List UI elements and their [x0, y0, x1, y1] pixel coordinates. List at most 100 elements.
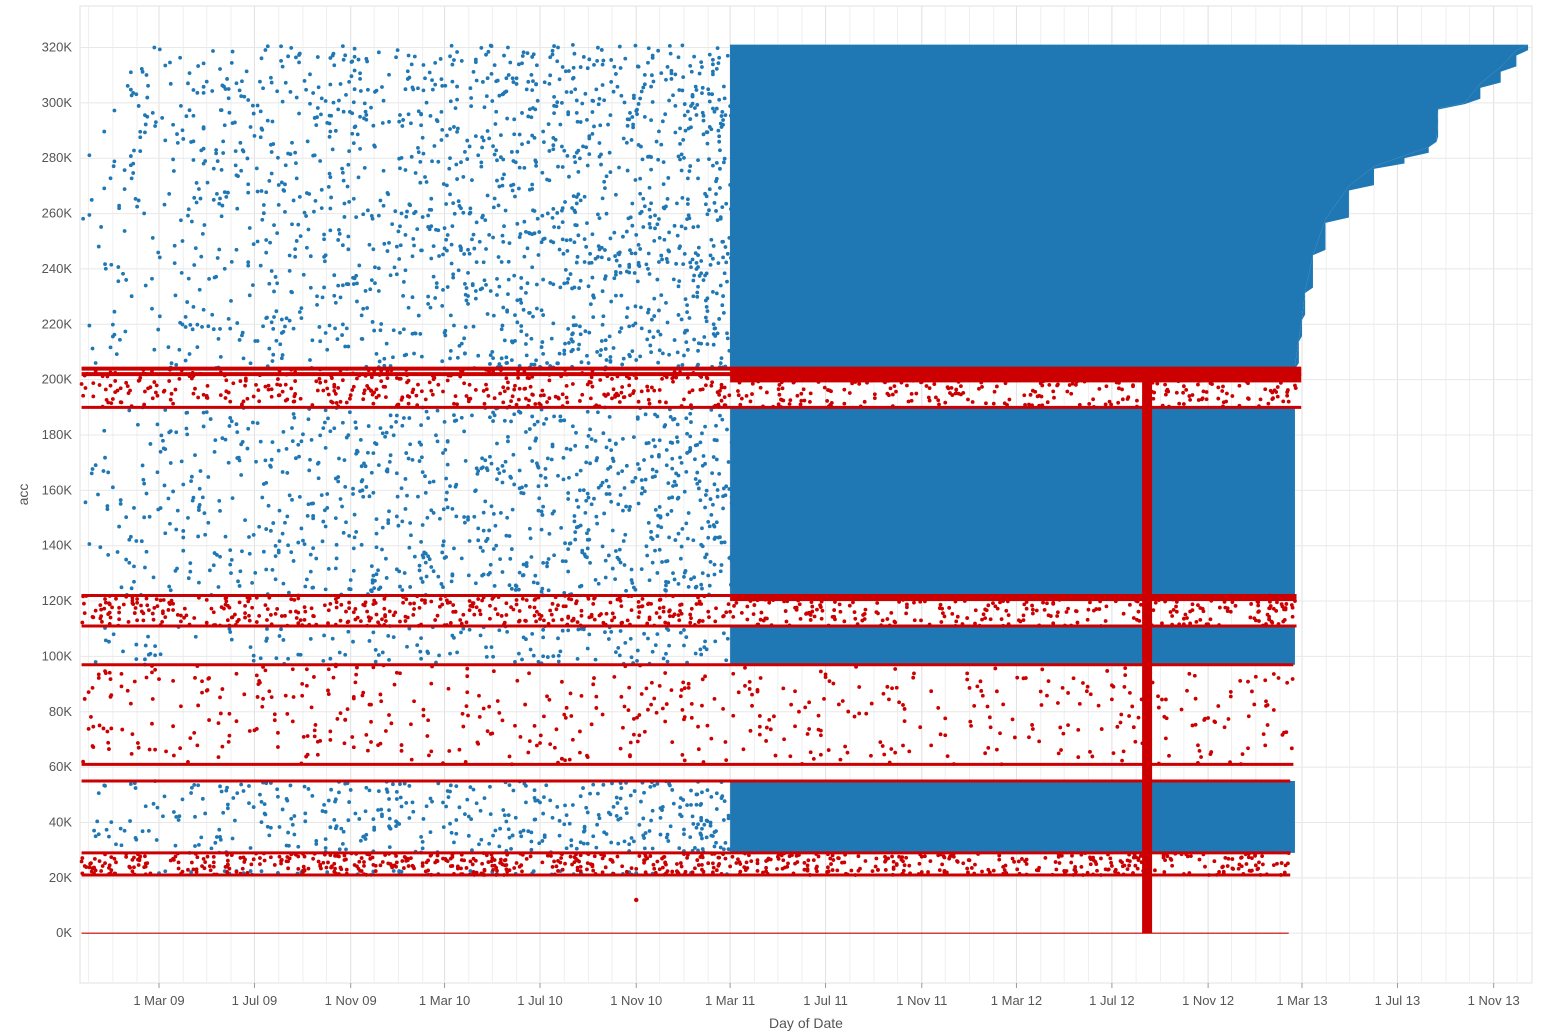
red-point — [365, 748, 370, 753]
blue-point — [682, 489, 687, 494]
blue-point — [373, 648, 378, 652]
blue-point — [241, 789, 246, 793]
red-point — [734, 600, 739, 605]
red-point — [1109, 683, 1114, 688]
blue-point — [514, 82, 519, 86]
red-point — [124, 380, 129, 385]
blue-point — [682, 570, 687, 575]
blue-point — [649, 118, 653, 123]
red-point — [1078, 368, 1083, 373]
blue-point — [497, 184, 502, 189]
red-point — [836, 702, 841, 707]
blue-point — [541, 627, 546, 632]
red-point — [103, 597, 107, 601]
blue-point — [480, 465, 485, 470]
blue-point — [608, 355, 613, 359]
blue-point — [506, 439, 510, 444]
red-point — [462, 381, 467, 386]
blue-point — [506, 259, 511, 264]
blue-point — [405, 644, 409, 649]
blue-point — [534, 436, 538, 441]
red-point — [283, 613, 287, 618]
blue-point — [502, 813, 507, 818]
red-point — [1257, 404, 1261, 409]
blue-point — [578, 523, 583, 528]
blue-point — [549, 457, 554, 462]
red-point — [939, 620, 944, 624]
blue-point — [624, 463, 629, 468]
blue-point — [175, 566, 179, 571]
blue-point — [564, 813, 569, 818]
blue-point — [564, 446, 569, 451]
blue-point — [465, 797, 470, 802]
blue-point — [691, 538, 696, 543]
blue-point — [700, 571, 705, 576]
blue-point — [587, 57, 592, 62]
red-point — [936, 398, 941, 403]
red-point — [321, 388, 326, 393]
blue-point — [240, 549, 244, 554]
red-point — [564, 372, 569, 377]
red-point — [430, 664, 434, 669]
blue-point — [695, 294, 700, 299]
blue-point — [672, 479, 677, 484]
red-point — [830, 614, 835, 619]
blue-point — [429, 224, 434, 229]
blue-point — [596, 212, 600, 217]
blue-point — [545, 361, 549, 365]
red-point — [1016, 618, 1021, 623]
blue-point — [351, 639, 355, 644]
blue-point — [157, 314, 162, 319]
blue-point — [487, 233, 492, 237]
blue-point — [174, 814, 179, 819]
red-point — [254, 673, 259, 678]
blue-point — [621, 356, 626, 361]
red-point — [236, 617, 241, 622]
blue-point — [154, 838, 159, 842]
blue-point — [367, 639, 372, 643]
blue-point — [273, 275, 278, 279]
blue-point — [261, 482, 266, 486]
red-point — [82, 601, 86, 606]
blue-point — [693, 845, 697, 850]
blue-point — [494, 109, 499, 114]
red-point — [947, 605, 952, 610]
blue-point — [544, 483, 549, 488]
blue-point — [646, 307, 651, 312]
red-point — [233, 612, 237, 617]
red-point — [1268, 599, 1272, 604]
blue-point — [362, 165, 367, 170]
blue-point — [195, 322, 200, 327]
blue-point — [542, 80, 547, 85]
blue-point — [524, 290, 528, 295]
red-point — [351, 371, 355, 376]
blue-point — [329, 113, 334, 118]
blue-point — [516, 186, 521, 191]
blue-point — [464, 286, 469, 290]
blue-point — [546, 557, 551, 561]
blue-point — [456, 199, 461, 204]
red-point — [580, 392, 585, 397]
blue-point — [162, 483, 167, 488]
blue-point — [459, 415, 464, 420]
red-point — [1066, 691, 1070, 695]
blue-point — [416, 150, 421, 155]
blue-point — [497, 471, 502, 476]
blue-point — [725, 53, 730, 58]
red-point — [862, 399, 867, 404]
red-point — [606, 392, 610, 397]
blue-point — [652, 783, 657, 788]
blue-point — [528, 647, 533, 652]
red-point — [405, 373, 409, 378]
blue-point — [673, 104, 678, 108]
blue-point — [321, 426, 326, 431]
red-point — [563, 368, 567, 372]
blue-point — [540, 340, 545, 344]
blue-point — [112, 159, 117, 164]
red-point — [336, 385, 341, 390]
blue-point — [253, 570, 258, 575]
blue-point — [290, 140, 294, 145]
blue-point — [351, 141, 356, 146]
blue-point — [455, 130, 459, 134]
blue-point — [323, 587, 328, 592]
